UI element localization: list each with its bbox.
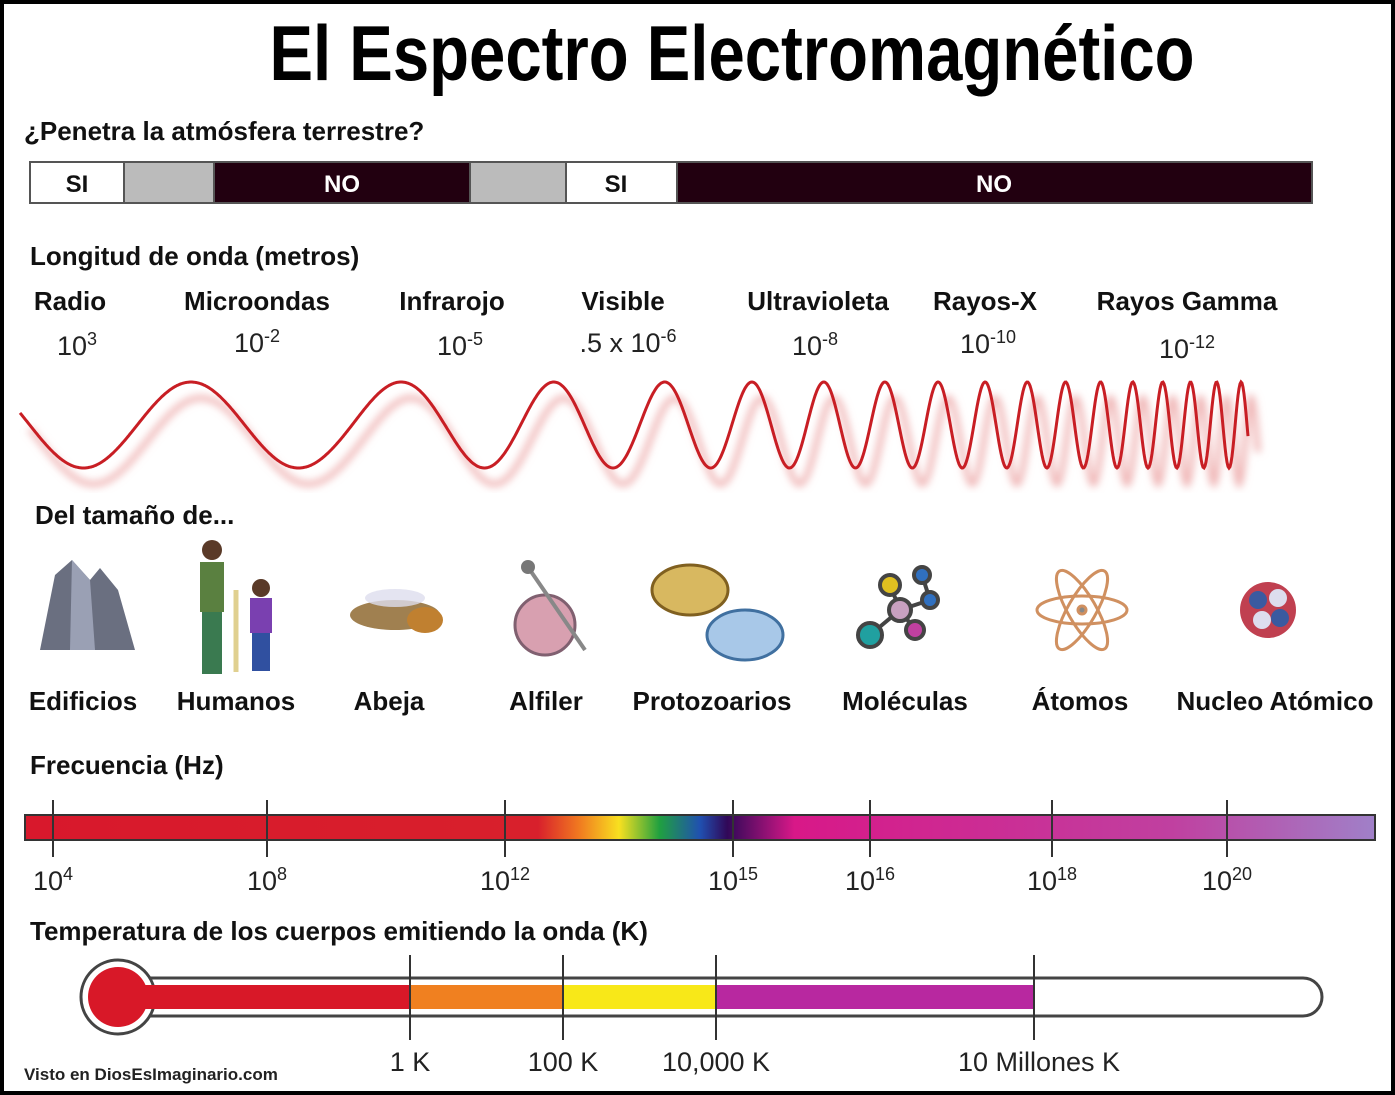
size-name: Abeja xyxy=(354,686,425,716)
temperature-tick-label: 10 Millones K xyxy=(958,1047,1120,1077)
band-wavelength: 103 xyxy=(57,329,97,361)
frequency-tick-label-exp: 18 xyxy=(1057,864,1077,884)
frequency-tick-label: 1015 xyxy=(708,864,758,896)
frequency-tick-label-exp: 8 xyxy=(277,864,287,884)
atmosphere-segment: SI xyxy=(605,171,628,198)
atmosphere-segment: SI xyxy=(66,171,89,198)
title: El Espectro Electromagnético xyxy=(270,9,1195,97)
band-wavelength-base: 10 xyxy=(234,328,264,358)
atom-icon xyxy=(1035,568,1129,652)
frequency-tick-label: 108 xyxy=(247,864,287,896)
band-wavelength-base: 10 xyxy=(1159,334,1189,364)
temperature-tick-label: 1 K xyxy=(390,1047,431,1077)
band-wavelength-exp: 3 xyxy=(87,329,97,349)
size-name: Átomos xyxy=(1032,686,1129,716)
credit: Visto en DiosEsImaginario.com xyxy=(24,1065,278,1084)
band-wavelength-exp: -8 xyxy=(822,329,838,349)
band-name: Rayos-X xyxy=(933,286,1038,316)
frequency-tick-label-base: 10 xyxy=(480,866,510,896)
band-wavelength: 10-5 xyxy=(437,329,483,361)
band-name: Infrarojo xyxy=(399,286,504,316)
band-wavelength-base: 10 xyxy=(437,331,467,361)
frequency-tick-label-base: 10 xyxy=(33,866,63,896)
frequency-tick-label-base: 10 xyxy=(845,866,875,896)
band-wavelength: .5 x 10-6 xyxy=(579,326,676,358)
frequency-tick-label-exp: 4 xyxy=(63,864,73,884)
thermometer xyxy=(79,958,1324,1036)
bee-icon xyxy=(350,589,443,633)
pin-icon xyxy=(513,560,587,657)
band-name: Radio xyxy=(34,286,106,316)
wave xyxy=(18,379,1261,490)
size-name: Protozoarios xyxy=(633,686,792,716)
frequency-tick-label-base: 10 xyxy=(1202,866,1232,896)
band-wavelength-base: 10 xyxy=(792,331,822,361)
humans-icon xyxy=(200,540,272,674)
frequency-tick-label-exp: 12 xyxy=(510,864,530,884)
temperature-label: Temperatura de los cuerpos emitiendo la … xyxy=(30,916,648,946)
protozoa-icon xyxy=(650,563,785,662)
atmosphere-segment: NO xyxy=(976,171,1012,198)
frequency-tick-label-base: 10 xyxy=(708,866,738,896)
frequency-tick-label-exp: 20 xyxy=(1232,864,1252,884)
size-name: Humanos xyxy=(177,686,295,716)
frequency-tick-label-base: 10 xyxy=(247,866,277,896)
wavelength-label: Longitud de onda (metros) xyxy=(30,241,359,271)
size-name: Alfiler xyxy=(509,686,583,716)
band-wavelength: 10-8 xyxy=(792,329,838,361)
frequency-tick-label-exp: 16 xyxy=(875,864,895,884)
temperature-tick-label: 10,000 K xyxy=(662,1047,770,1077)
frequency-tick-label-base: 10 xyxy=(1027,866,1057,896)
frequency-bar xyxy=(24,814,1376,841)
size-name: Moléculas xyxy=(842,686,968,716)
buildings-icon xyxy=(40,560,135,650)
band-wavelength-exp: -6 xyxy=(661,326,677,346)
band-wavelength-base: 10 xyxy=(57,331,87,361)
nucleus-icon xyxy=(1240,582,1296,638)
band-wavelength-exp: -12 xyxy=(1189,332,1215,352)
frequency-tick-label: 1020 xyxy=(1202,864,1252,896)
band-name: Rayos Gamma xyxy=(1097,286,1278,316)
size-icons xyxy=(40,540,1296,674)
sizes-label: Del tamaño de... xyxy=(35,500,234,530)
wave-line xyxy=(18,379,1250,471)
atmosphere-label: ¿Penetra la atmósfera terrestre? xyxy=(24,116,424,146)
frequency-tick-label: 1018 xyxy=(1027,864,1077,896)
frequency-tick-label: 1016 xyxy=(845,864,895,896)
atmosphere-bar xyxy=(29,161,1313,204)
wave-shadow xyxy=(27,392,1261,490)
frequency-tick-label-exp: 15 xyxy=(738,864,758,884)
band-wavelength-base: .5 x 10 xyxy=(579,328,660,358)
band-wavelength-exp: -10 xyxy=(990,327,1016,347)
band-wavelength: 10-2 xyxy=(234,326,280,358)
size-name: Edificios xyxy=(29,686,137,716)
molecules-icon xyxy=(856,565,940,649)
frequency-tick-label: 1012 xyxy=(480,864,530,896)
band-wavelength: 10-10 xyxy=(960,327,1016,359)
band-name: Visible xyxy=(581,286,664,316)
band-name: Microondas xyxy=(184,286,330,316)
temperature-tick-label: 100 K xyxy=(528,1047,599,1077)
frequency-tick-label: 104 xyxy=(33,864,73,896)
band-wavelength-base: 10 xyxy=(960,329,990,359)
band-name: Ultravioleta xyxy=(747,286,889,316)
atmosphere-segment: NO xyxy=(324,171,360,198)
band-wavelength-exp: -5 xyxy=(467,329,483,349)
size-name: Nucleo Atómico xyxy=(1177,686,1374,716)
band-wavelength: 10-12 xyxy=(1159,332,1215,364)
band-wavelength-exp: -2 xyxy=(264,326,280,346)
frequency-label: Frecuencia (Hz) xyxy=(30,750,224,780)
